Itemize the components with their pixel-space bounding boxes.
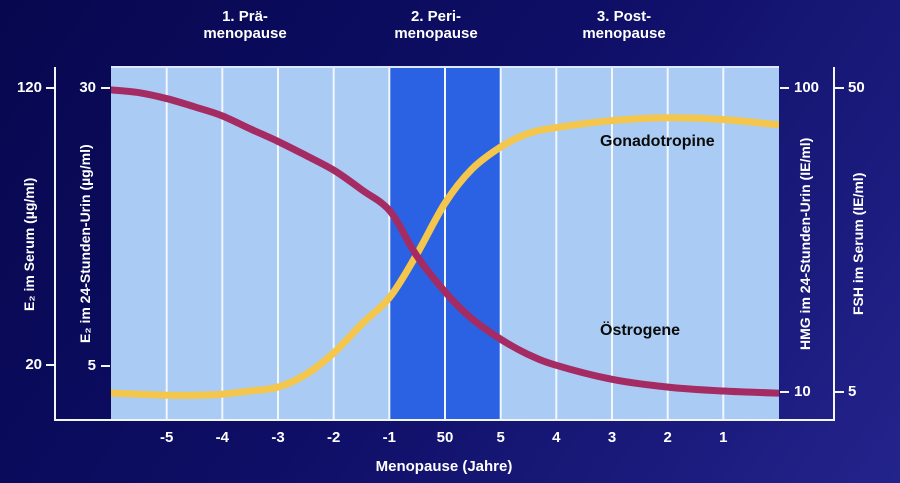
tick-right-outer-bottom [835,391,844,393]
phase-title-line2: menopause [582,25,666,42]
ytick-hmg-top: 100 [794,79,820,96]
tick-left-outer-top [46,87,55,89]
tick-right-outer-top [835,87,844,89]
oestrogene-curve-label: Östrogene [600,322,681,339]
phase-title-postmenopause: 3. Post- menopause [582,8,665,42]
ytick-e2-urin-top: 30 [79,79,96,96]
x-tick-label: 2 [663,429,672,446]
phase-title-line1: 1. Prä- [222,8,268,25]
x-tick-label: -4 [215,429,229,446]
curve-oestrogene [111,86,779,397]
x-tick-label: 1 [719,429,728,446]
x-tick-label: -1 [382,429,396,446]
axis-title-hmg-urin: HMG im 24-Stunden-Urin (IE/ml) [797,137,813,351]
plot-svg [111,68,779,421]
x-tick-label: -3 [271,429,285,446]
phase-title-line2: menopause [394,25,478,42]
phase-title-praemenopause: 1. Prä- menopause [203,8,286,42]
gonadotropine-curve-label: Gonadotropine [600,133,715,150]
axis-title-e2-serum: E₂ im Serum (µg/ml) [21,177,37,311]
axis-title-e2-urin: E₂ im 24-Stunden-Urin (µg/ml) [77,144,93,344]
x-tick-label: -2 [326,429,341,446]
x-tick-label: 3 [607,429,617,446]
tick-left-inner-top [101,87,110,89]
phase-title-line1: 2. Peri- [410,8,462,25]
x-tick-label: -5 [159,429,174,446]
ytick-e2-serum-bottom: 20 [25,356,42,373]
ytick-hmg-bottom: 10 [794,383,811,400]
right-outer-axis-line [833,67,835,421]
x-axis-title: Menopause (Jahre) [375,458,513,475]
x-tick-labels: -5 -4 -3 -2 -1 50 5 4 3 2 1 [111,429,779,447]
curve-gonadotropine [111,114,779,399]
x-tick-label: 5 [496,429,505,446]
ytick-e2-urin-bottom: 5 [87,357,96,374]
phase-title-line2: menopause [203,25,287,42]
x-tick-label: 50 [436,429,454,446]
ytick-e2-serum-top: 120 [16,79,42,96]
tick-left-outer-bottom [46,364,55,366]
axis-title-fsh-serum: FSH im Serum (IE/ml) [850,172,866,316]
tick-right-inner-bottom [780,391,789,393]
tick-right-inner-top [780,87,789,89]
x-tick-label: 4 [552,429,561,446]
left-outer-axis-line [54,67,56,421]
tick-left-inner-bottom [101,365,110,367]
plot-area [111,66,779,421]
phase-title-line1: 3. Post- [596,8,652,25]
ytick-fsh-bottom: 5 [848,383,857,400]
ytick-fsh-top: 50 [848,79,865,96]
bottom-axis-line [54,419,835,421]
phase-title-perimenopause: 2. Peri- menopause [394,8,477,42]
